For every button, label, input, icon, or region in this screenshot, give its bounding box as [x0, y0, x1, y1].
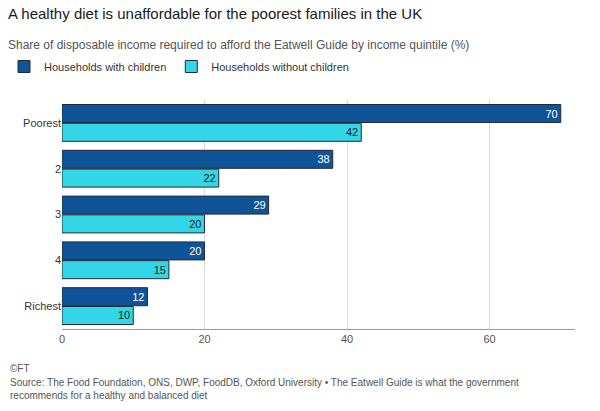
svg-text:20: 20 [189, 218, 201, 230]
svg-text:38: 38 [318, 153, 330, 165]
svg-text:12: 12 [132, 291, 144, 303]
svg-text:29: 29 [253, 199, 265, 211]
svg-text:©FT: ©FT [10, 363, 30, 374]
svg-text:Source: The Food Foundation, O: Source: The Food Foundation, ONS, DWP, F… [10, 377, 519, 401]
svg-text:60: 60 [483, 333, 495, 345]
svg-text:10: 10 [118, 309, 130, 321]
svg-text:42: 42 [346, 126, 358, 138]
svg-text:22: 22 [204, 172, 216, 184]
svg-text:Richest: Richest [24, 300, 61, 312]
svg-text:2: 2 [55, 163, 61, 175]
svg-text:4: 4 [55, 254, 61, 266]
svg-text:20: 20 [189, 245, 201, 257]
svg-text:40: 40 [341, 333, 353, 345]
svg-text:15: 15 [154, 264, 166, 276]
svg-text:3: 3 [55, 208, 61, 220]
svg-text:Poorest: Poorest [23, 117, 61, 129]
svg-text:70: 70 [546, 108, 558, 120]
svg-text:Households with children: Households with children [44, 61, 166, 73]
svg-text:Share of disposable income req: Share of disposable income required to a… [8, 38, 469, 52]
svg-text:A healthy diet is unaffordable: A healthy diet is unaffordable for the p… [8, 5, 422, 22]
svg-text:Households without children: Households without children [211, 61, 349, 73]
svg-text:20: 20 [198, 333, 210, 345]
svg-text:0: 0 [59, 333, 65, 345]
